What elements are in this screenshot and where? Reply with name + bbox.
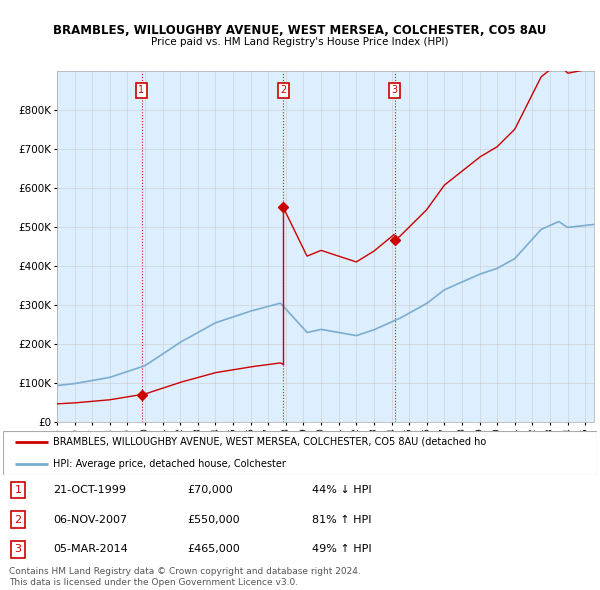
Text: BRAMBLES, WILLOUGHBY AVENUE, WEST MERSEA, COLCHESTER, CO5 8AU: BRAMBLES, WILLOUGHBY AVENUE, WEST MERSEA… <box>53 24 547 37</box>
Text: 06-NOV-2007: 06-NOV-2007 <box>53 515 128 525</box>
Text: 2: 2 <box>14 515 22 525</box>
Text: 2: 2 <box>280 85 286 95</box>
Text: Price paid vs. HM Land Registry's House Price Index (HPI): Price paid vs. HM Land Registry's House … <box>151 37 449 47</box>
Text: £550,000: £550,000 <box>187 515 240 525</box>
Text: BRAMBLES, WILLOUGHBY AVENUE, WEST MERSEA, COLCHESTER, CO5 8AU (detached ho: BRAMBLES, WILLOUGHBY AVENUE, WEST MERSEA… <box>53 437 487 447</box>
Text: £70,000: £70,000 <box>187 485 233 495</box>
Text: Contains HM Land Registry data © Crown copyright and database right 2024.
This d: Contains HM Land Registry data © Crown c… <box>9 568 361 586</box>
Text: 1: 1 <box>139 85 145 95</box>
Text: 3: 3 <box>14 545 22 555</box>
Text: 21-OCT-1999: 21-OCT-1999 <box>53 485 127 495</box>
Text: 05-MAR-2014: 05-MAR-2014 <box>53 545 128 555</box>
Text: 3: 3 <box>391 85 398 95</box>
Text: 49% ↑ HPI: 49% ↑ HPI <box>312 545 371 555</box>
Text: 1: 1 <box>14 485 22 495</box>
Text: 44% ↓ HPI: 44% ↓ HPI <box>312 485 371 495</box>
Text: 81% ↑ HPI: 81% ↑ HPI <box>312 515 371 525</box>
Text: HPI: Average price, detached house, Colchester: HPI: Average price, detached house, Colc… <box>53 459 286 469</box>
Text: £465,000: £465,000 <box>187 545 240 555</box>
